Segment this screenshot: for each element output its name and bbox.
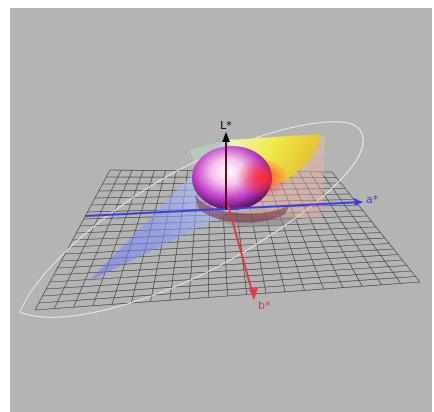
gamut-outline	[19, 121, 364, 318]
grid-line	[34, 281, 421, 311]
grid-line	[68, 232, 381, 248]
a-axis	[84, 201, 363, 217]
point-cloud	[195, 195, 290, 223]
gamut-yellow	[228, 134, 321, 185]
grid-line	[331, 171, 421, 283]
grid-line	[72, 226, 377, 241]
grid-line	[38, 276, 416, 304]
grid-line	[46, 265, 407, 290]
l-axis-arrow	[222, 132, 230, 142]
b-axis	[227, 204, 254, 296]
a-axis-label: a*	[366, 193, 379, 206]
grid-line	[49, 259, 403, 283]
a-axis-arrow	[354, 198, 362, 206]
b-axis-label: b*	[258, 299, 271, 312]
b-axis-arrow	[249, 288, 258, 300]
gamut-red	[236, 158, 288, 198]
grid-line	[42, 270, 412, 297]
l-axis-label: L*	[220, 119, 232, 132]
grid-line	[53, 254, 399, 276]
grid-line	[320, 171, 401, 284]
